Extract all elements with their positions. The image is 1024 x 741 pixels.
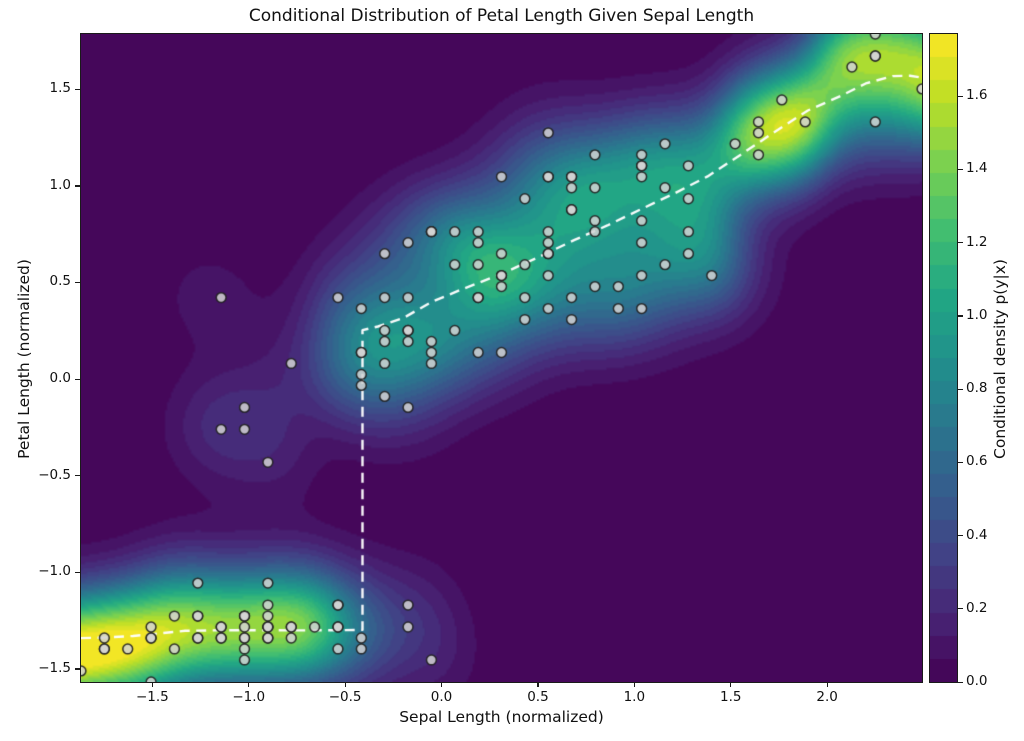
- colorbar-tick-label: 1.2: [966, 233, 988, 250]
- x-tick-label: −0.5: [328, 689, 362, 705]
- x-tick-label: 0.5: [527, 689, 549, 705]
- colorbar-tick-label: 0.8: [966, 380, 988, 397]
- colorbar-tick-mark: [958, 535, 963, 537]
- colorbar-tick-mark: [958, 608, 963, 610]
- colorbar-tick-mark: [958, 315, 963, 317]
- y-tick-label: 0.5: [49, 273, 71, 290]
- colorbar-label: Conditional density p(y|x): [991, 259, 1009, 459]
- x-tick-label: −1.5: [135, 689, 169, 705]
- x-tick-mark: [730, 682, 732, 687]
- x-tick-mark: [344, 682, 346, 687]
- x-tick-mark: [537, 682, 539, 687]
- y-tick-mark: [75, 185, 80, 187]
- colorbar-tick-mark: [958, 95, 963, 97]
- x-tick-label: 0.0: [430, 689, 453, 705]
- y-tick-mark: [75, 668, 80, 670]
- colorbar-tick-label: 1.0: [966, 306, 988, 323]
- colorbar-tick-mark: [958, 681, 963, 683]
- y-tick-label: −1.0: [38, 563, 71, 580]
- y-axis-label: Petal Length (normalized): [15, 259, 33, 459]
- plot-area-canvas: [81, 34, 922, 682]
- colorbar-tick-label: 1.4: [966, 160, 988, 177]
- x-tick-mark: [441, 682, 443, 687]
- y-tick-mark: [75, 475, 80, 477]
- colorbar-tick-mark: [958, 242, 963, 244]
- y-tick-mark: [75, 571, 80, 573]
- x-tick-label: 2.0: [816, 689, 838, 705]
- colorbar-tick-label: 1.6: [966, 87, 988, 104]
- x-tick-label: 1.0: [623, 689, 646, 705]
- y-tick-label: 1.0: [49, 176, 71, 193]
- y-tick-label: −1.5: [38, 659, 71, 676]
- colorbar-tick-label: 0.6: [966, 453, 988, 470]
- colorbar-tick-mark: [958, 461, 963, 464]
- chart-title: Conditional Distribution of Petal Length…: [248, 6, 755, 26]
- x-tick-label: −1.0: [232, 689, 266, 705]
- y-tick-label: −0.5: [38, 466, 71, 483]
- colorbar-tick-label: 0.4: [966, 526, 988, 543]
- x-tick-label: 1.5: [719, 689, 742, 705]
- colorbar-tick-mark: [958, 388, 963, 390]
- x-tick-mark: [826, 682, 828, 687]
- colorbar-canvas: [930, 34, 957, 682]
- y-tick-mark: [75, 88, 80, 90]
- colorbar-tick-label: 0.0: [966, 673, 988, 689]
- y-tick-mark: [75, 281, 80, 284]
- colorbar-tick-mark: [958, 168, 963, 171]
- x-tick-mark: [248, 682, 250, 687]
- x-tick-mark: [633, 682, 636, 687]
- y-tick-label: 1.5: [49, 80, 71, 97]
- y-tick-label: 0.0: [49, 370, 71, 387]
- x-tick-mark: [151, 682, 154, 687]
- y-tick-mark: [75, 378, 80, 380]
- colorbar-tick-label: 0.2: [966, 599, 988, 616]
- x-axis-label: Sepal Length (normalized): [399, 708, 604, 726]
